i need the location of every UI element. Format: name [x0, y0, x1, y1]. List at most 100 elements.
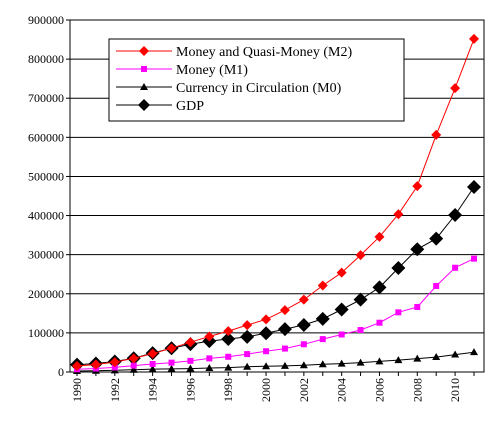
data-point [394, 356, 403, 364]
y-tick-label: 100000 [28, 326, 64, 340]
legend-marker-gdp [138, 99, 150, 111]
data-point [277, 322, 292, 337]
data-point [450, 83, 461, 94]
data-point [262, 362, 271, 370]
series-line [76, 258, 475, 370]
data-point [300, 341, 307, 348]
series-0 [72, 33, 479, 372]
data-point [299, 361, 308, 369]
data-point [353, 292, 368, 307]
data-point [391, 261, 406, 276]
legend-label-gdp: GDP [176, 99, 204, 114]
data-point [206, 355, 213, 362]
y-tick-label: 200000 [28, 287, 64, 301]
legend-marker-m1 [141, 66, 147, 72]
data-point [338, 331, 345, 338]
data-point [318, 360, 327, 368]
data-point [410, 242, 425, 257]
data-point [374, 231, 385, 242]
data-point [357, 327, 364, 334]
series-line [76, 186, 475, 366]
data-point [372, 280, 387, 295]
legend-box [108, 38, 405, 122]
series-line [76, 351, 475, 372]
data-point [204, 331, 215, 342]
data-point [90, 359, 101, 370]
y-tick-label: 0 [58, 365, 64, 379]
data-point [469, 33, 479, 44]
legend-item-gdp: GDP [116, 99, 204, 114]
data-point [413, 354, 422, 362]
data-point [433, 282, 440, 289]
x-tick-label: 2008 [410, 378, 424, 402]
data-point [393, 209, 404, 220]
x-tick-label: 2006 [372, 378, 386, 402]
data-point [244, 351, 251, 358]
data-point [224, 363, 233, 371]
legend-label-m0: Currency in Circulation (M0) [176, 81, 342, 96]
legend-marker-m2 [139, 46, 149, 56]
legend-marker-m0 [140, 83, 148, 90]
data-point [448, 207, 463, 222]
x-tick-label: 1998 [221, 378, 235, 402]
series-1 [74, 255, 477, 373]
plot-frame [69, 19, 485, 373]
x-tick-label: 1996 [183, 378, 197, 402]
series-layer [70, 33, 481, 374]
data-point [298, 294, 309, 305]
y-tick-label: 400000 [28, 209, 64, 223]
y-axis-ticks: 0 100000 200000 300000 400000 500000 600000 700… [28, 13, 70, 379]
data-point [166, 343, 177, 354]
data-point [111, 364, 118, 371]
data-point [149, 360, 156, 367]
data-point [432, 353, 441, 361]
data-point [205, 364, 214, 372]
data-point [109, 357, 120, 368]
x-tick-label: 1994 [146, 378, 160, 402]
data-point [72, 361, 82, 372]
data-point [259, 326, 274, 341]
data-point [221, 331, 236, 346]
data-point [148, 365, 157, 373]
x-tick-label: 1992 [108, 378, 122, 402]
legend-item-m0: Currency in Circulation (M0) [116, 81, 342, 96]
x-tick-label: 1990 [70, 378, 84, 402]
data-point [130, 362, 137, 369]
legend: Money and Quasi-Money (M2) Money (M1) Cu… [108, 38, 405, 122]
data-point [376, 319, 383, 326]
y-tick-label: 800000 [28, 52, 64, 66]
data-point [355, 250, 366, 261]
data-point [356, 358, 365, 366]
data-point [319, 336, 326, 343]
axes [69, 19, 485, 373]
data-point [185, 337, 196, 348]
data-point [431, 129, 442, 140]
data-point [452, 264, 459, 271]
series-2 [73, 348, 478, 374]
data-point [187, 357, 194, 364]
x-tick-label: 2010 [448, 378, 462, 402]
data-point [337, 359, 346, 367]
y-tick-label: 500000 [28, 169, 64, 183]
x-tick-label: 2002 [297, 378, 311, 402]
data-point [470, 348, 478, 356]
data-point [186, 364, 195, 372]
data-point [334, 302, 349, 317]
data-point [223, 326, 234, 337]
data-point [261, 314, 272, 325]
y-tick-label: 600000 [28, 130, 64, 144]
data-point [412, 181, 423, 192]
data-point [429, 231, 444, 246]
data-point [263, 348, 270, 355]
x-axis-ticks: 1990 1992 1994 1996 1998 2000 2002 2004 2006 2008… [70, 372, 475, 402]
data-point [129, 365, 138, 373]
y-tick-label: 700000 [28, 91, 64, 105]
data-point [240, 329, 255, 344]
data-point [395, 309, 402, 316]
data-point [471, 255, 477, 262]
legend-label-m2: Money and Quasi-Money (M2) [176, 45, 352, 60]
data-point [467, 179, 481, 194]
series-line [76, 38, 475, 367]
y-tick-label: 900000 [28, 13, 64, 27]
